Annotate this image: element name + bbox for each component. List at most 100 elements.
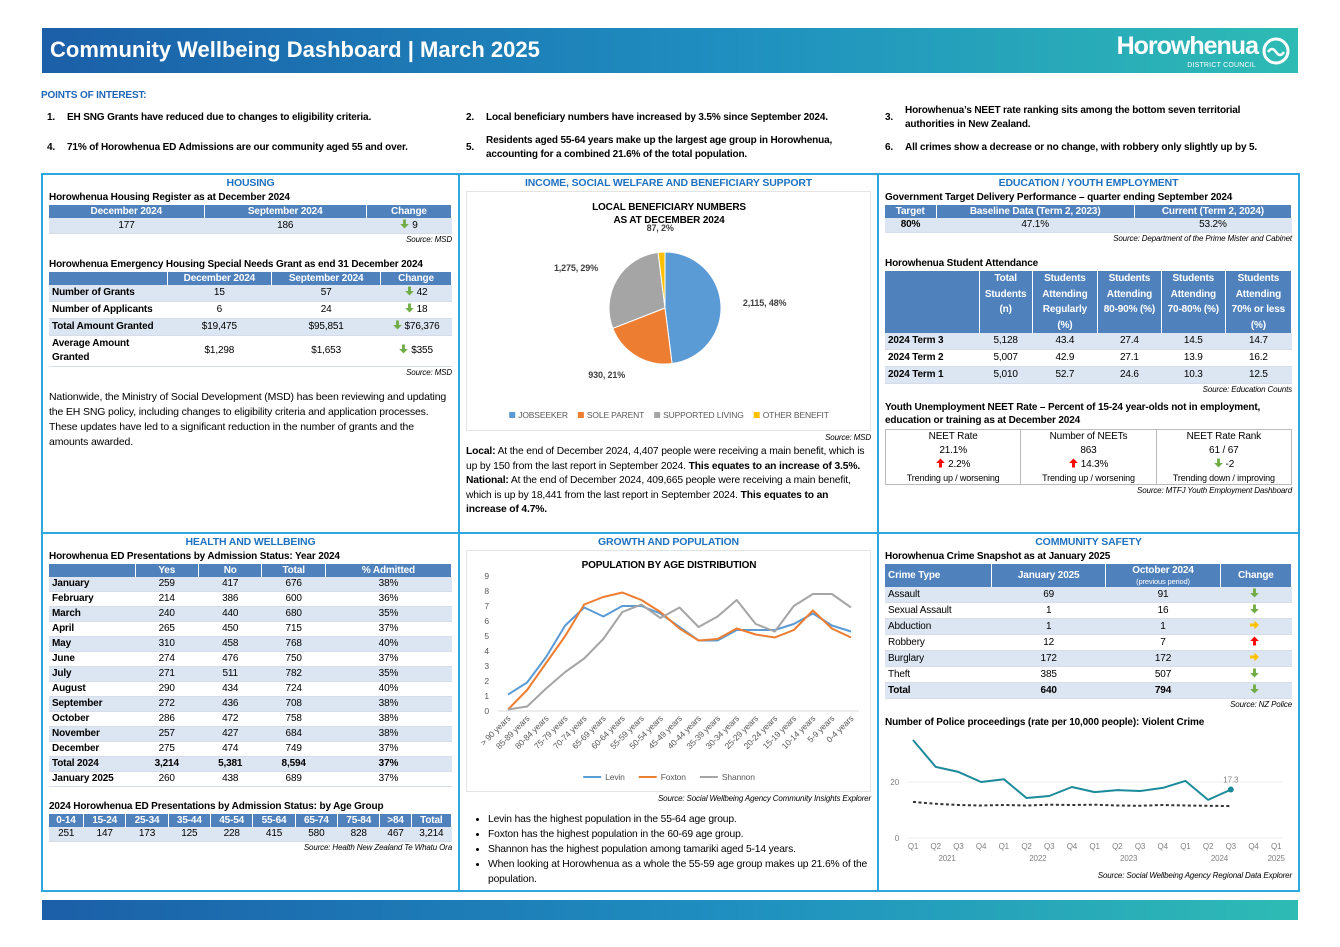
table-cell: 511: [198, 666, 262, 682]
table-cell: 12.5: [1225, 366, 1292, 384]
poi-number: 4.: [47, 141, 56, 153]
paragraph: National: At the end of December 2024, 4…: [466, 474, 871, 518]
table-cell: January: [49, 577, 135, 592]
table-cell: [1220, 666, 1292, 683]
table-cell: [1220, 682, 1292, 699]
x-tick-label: Q3: [1226, 842, 1237, 851]
table-row: 2024 Term 1 5,010 52.7 24.6 10.3 12.5: [885, 366, 1292, 384]
table-cell: May: [49, 636, 135, 652]
table-cell: 427: [198, 726, 262, 742]
data-label: 1,275, 29%: [554, 263, 598, 273]
poi-item: 1. EH SNG Grants have reduced due to chan…: [41, 103, 460, 132]
table-cell: 35%: [325, 666, 452, 682]
table-row: 2024 Term 3 5,128 43.4 27.4 14.5 14.7: [885, 333, 1292, 350]
table-cell: Sexual Assault: [885, 602, 992, 619]
data-label: 930, 21%: [588, 370, 625, 380]
arrow-icon: [404, 303, 414, 313]
table-cell: 2024 Term 2: [885, 349, 979, 367]
header-cell: Students Attending 80-90% (%): [1097, 271, 1162, 333]
table-cell: 172: [1105, 650, 1221, 667]
data-table: Yes No Total% Admitted January 259 417 676 38% F…: [49, 564, 453, 787]
paragraph-text: National:: [466, 475, 509, 486]
table-cell: Robbery: [885, 634, 992, 651]
neet-change-text: 14.3%: [1080, 459, 1109, 470]
chart-box: LOCAL BENEFICIARY NUMBERS AS AT DECEMBER …: [466, 191, 871, 431]
poi-item: 5. Residents aged 55-64 years make up the…: [460, 133, 879, 162]
data-label: 17.3: [1223, 776, 1239, 785]
logo-subtitle: DISTRICT COUNCIL: [1187, 62, 1256, 69]
arrow-icon: [1213, 458, 1223, 468]
table-cell: 1: [991, 618, 1106, 635]
table-cell: 37%: [325, 771, 452, 787]
table-cell: 5,010: [979, 366, 1033, 384]
legend-label: JOBSEEKER: [518, 410, 568, 420]
poi-text: All crimes show a decrease or no change,…: [905, 141, 1258, 153]
growth-panel: GROWTH AND POPULATION POPULATION BY AGE D…: [458, 532, 879, 892]
arrow-shape: [936, 458, 945, 468]
table-cell: 5,007: [979, 349, 1033, 367]
panel-heading: COMMUNITY SAFETY: [1035, 536, 1142, 548]
table-cell: 450: [198, 621, 262, 637]
table-cell: 385: [991, 666, 1106, 683]
poi-text: EH SNG Grants have reduced due to change…: [67, 111, 372, 123]
table-cell: February: [49, 591, 135, 607]
table-cell: 286: [135, 711, 199, 727]
neet-value: 863: [1080, 445, 1097, 456]
table-row: Number of Applicants 6 24 18: [49, 301, 452, 319]
header-row: Total Students (n) Students Attending Reg…: [885, 271, 1293, 333]
table-cell: 251: [49, 827, 84, 842]
neet-box: NEET Rate Rank 61 / 67 -2 Trending down / i…: [1157, 430, 1291, 484]
point-marker: [1227, 786, 1234, 793]
arrow-shape: [399, 344, 409, 354]
legend-label: OTHER BENEFIT: [763, 410, 829, 420]
data-line: [912, 739, 1232, 801]
paragraph-text: Local:: [466, 446, 496, 457]
table-cell: 417: [198, 577, 262, 592]
arrow-shape: [1213, 458, 1223, 468]
table-cell: 8,594: [261, 756, 326, 772]
header-cell: Total: [411, 814, 453, 827]
arrow-shape: [1250, 636, 1259, 646]
table-cell: 434: [198, 681, 262, 697]
table-row: November 257 427 684 38%: [49, 726, 452, 742]
poi-number: 6.: [885, 141, 894, 153]
header-row: December 2024 September 2024 Change: [49, 205, 453, 218]
table-cell: 37%: [325, 621, 452, 637]
table-cell: 35%: [325, 606, 452, 622]
y-tick-label: 0: [484, 706, 489, 716]
table-cell: $355: [380, 335, 452, 367]
legend-swatch: [577, 412, 584, 418]
data-table: December 2024 September 2024 Change Number …: [49, 272, 452, 367]
table-row: May 310 458 768 40%: [49, 636, 452, 652]
data-line: [912, 800, 1231, 808]
arrow-icon: [936, 458, 945, 468]
table-cell: 40%: [325, 636, 452, 652]
legend-swatch: [509, 412, 516, 418]
pie-chart: LOCAL BENEFICIARY NUMBERS AS AT DECEMBER …: [509, 202, 829, 420]
header-cell: Students Attending 70-80% (%): [1161, 271, 1226, 333]
table-cell: December: [49, 741, 135, 757]
table-cell: 37%: [325, 756, 452, 772]
header-cell: [885, 271, 980, 333]
source-note: Source: MSD: [825, 433, 871, 442]
header-cell: September 2024: [271, 272, 382, 285]
table-cell: 440: [198, 606, 262, 622]
x-tick-label: Q1: [1271, 842, 1282, 851]
x-tick-label: Q1: [1180, 842, 1191, 851]
safety-panel: COMMUNITY SAFETY Horowhenua Crime Snapsho…: [877, 532, 1300, 892]
table-cell: 472: [198, 711, 262, 727]
neet-value: 61 / 67: [1209, 445, 1239, 456]
neet-trend: Trending up / worsening: [1042, 473, 1135, 483]
table-cell: 265: [135, 621, 199, 637]
table-cell: June: [49, 651, 135, 667]
header-cell: 75-84: [337, 814, 381, 827]
legend: JOBSEEKER SOLE PARENT SUPPORTED LIVING OTHE…: [509, 410, 829, 420]
y-tick-label: 3: [484, 661, 489, 671]
table-cell: 24.6: [1097, 366, 1162, 384]
arrow-shape: [1250, 604, 1259, 614]
logo-text: Horowhenua: [1116, 32, 1259, 60]
paragraph-text: This equates to an increase of 3.5%.: [688, 460, 861, 472]
header-cell: 55-64: [252, 814, 296, 827]
table-cell: 15: [167, 285, 272, 302]
